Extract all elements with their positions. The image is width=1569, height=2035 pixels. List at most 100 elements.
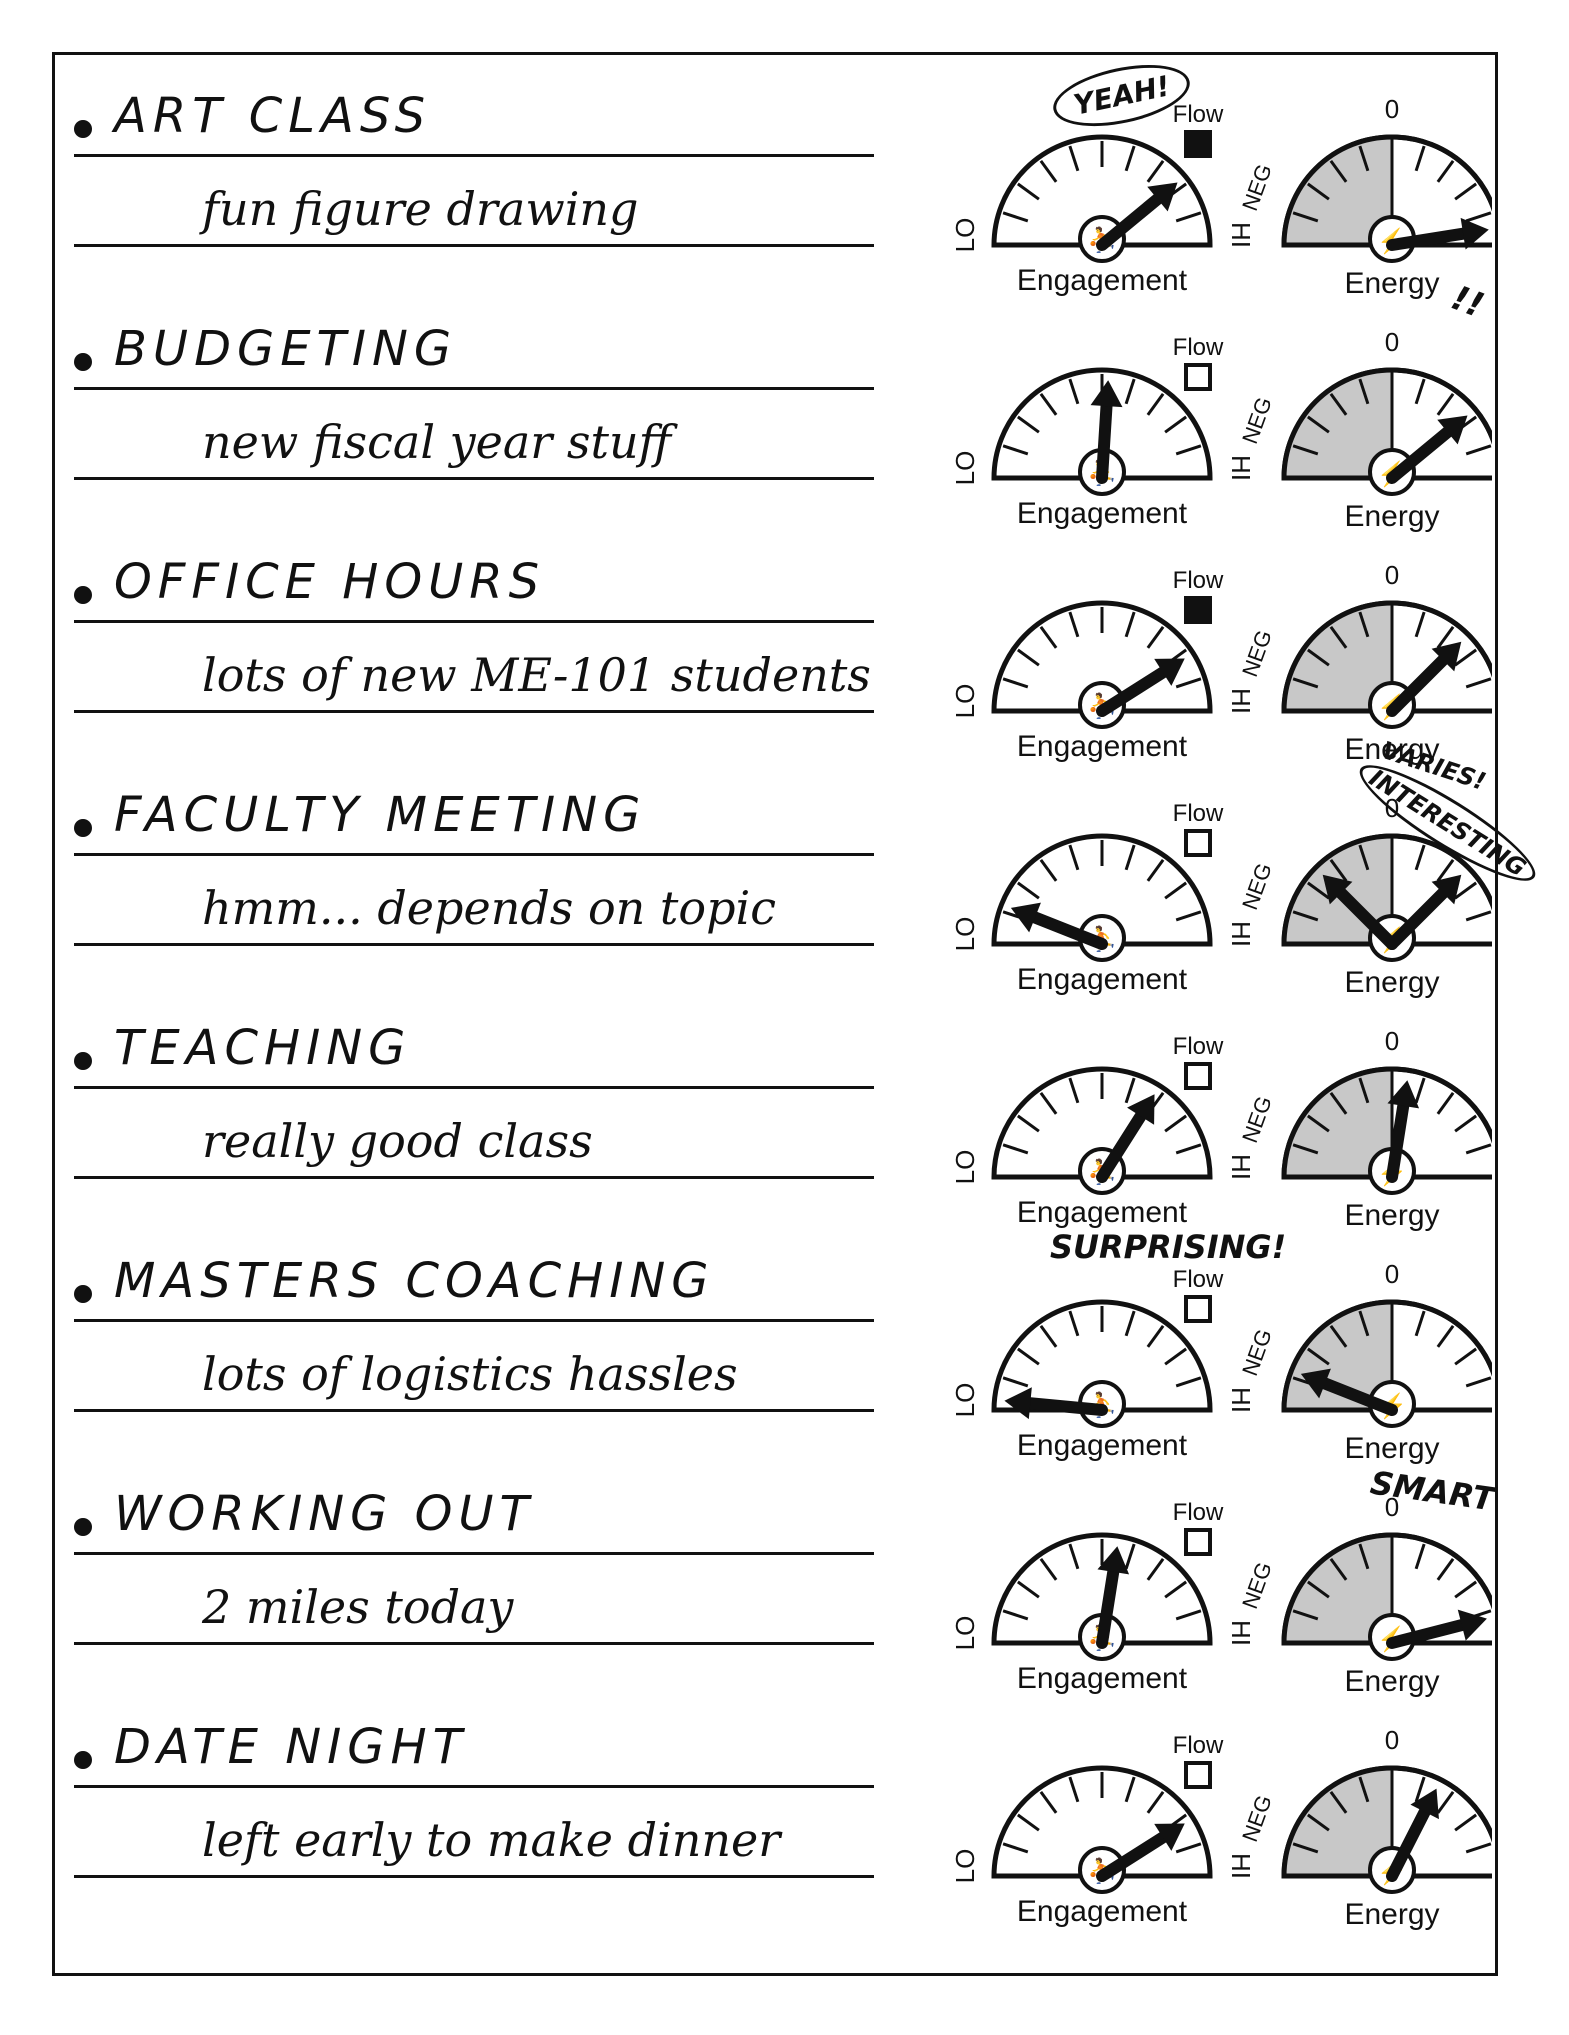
engagement-needle	[1096, 658, 1185, 717]
bullet-dot	[74, 586, 92, 604]
energy-label: Energy	[1344, 1199, 1439, 1232]
hi-label: HI	[1226, 1853, 1256, 1879]
energy-label: Energy	[1344, 267, 1439, 300]
lo-label: LO	[950, 451, 980, 486]
engagement-dial	[991, 134, 1213, 248]
note-rule	[74, 943, 874, 946]
lo-label: LO	[950, 917, 980, 952]
hi-label: HI	[1226, 455, 1256, 481]
title-rule	[74, 154, 874, 157]
flow-label: Flow	[1173, 1266, 1224, 1293]
hi-label: HI	[1226, 688, 1256, 714]
flow-checkbox	[1184, 130, 1212, 158]
note-rule	[74, 1176, 874, 1179]
neg-label: NEG	[1237, 161, 1277, 214]
engagement-needle	[1004, 1387, 1108, 1420]
flow-checkbox	[1184, 596, 1212, 624]
energy-label: Energy	[1344, 966, 1439, 999]
engagement-label: Engagement	[1017, 264, 1188, 297]
flow-checkbox	[1184, 1062, 1212, 1090]
bullet-dot	[74, 1285, 92, 1303]
engagement-needle	[1096, 1546, 1130, 1649]
neg-label: NEG	[1237, 1792, 1277, 1845]
energy-label: Energy	[1344, 500, 1439, 533]
note-rule	[74, 477, 874, 480]
bullet-dot	[74, 819, 92, 837]
note-rule	[74, 710, 874, 713]
lo-label: LO	[950, 684, 980, 719]
entry-note: lots of logistics hassles	[202, 1347, 738, 1401]
neg-label: NEG	[1237, 860, 1277, 913]
title-rule	[74, 1319, 874, 1322]
engagement-dial	[991, 1532, 1213, 1646]
note-rule	[74, 1409, 874, 1412]
hi-label: HI	[1226, 1387, 1256, 1413]
bullet-dot	[74, 120, 92, 138]
entry-note: new fiscal year stuff	[202, 415, 672, 469]
flow-checkbox	[1184, 363, 1212, 391]
entry-note: really good class	[202, 1114, 593, 1168]
zero-label: 0	[1385, 94, 1399, 124]
engagement-label: Engagement	[1017, 963, 1188, 996]
title-rule	[74, 620, 874, 623]
lo-label: LO	[950, 1849, 980, 1884]
energy-needle	[1386, 1080, 1420, 1183]
entry-row: MASTERS COACHING lots of logistics hassle…	[52, 1253, 1498, 1488]
flow-label: Flow	[1173, 800, 1224, 827]
entry-title: FACULTY MEETING	[114, 787, 647, 843]
entry-title: OFFICE HOURS	[114, 554, 546, 610]
energy-needle	[1386, 415, 1468, 484]
neg-label: NEG	[1237, 627, 1277, 680]
zero-label: 0	[1385, 1725, 1399, 1755]
energy-label: Energy	[1344, 1898, 1439, 1931]
energy-needle	[1322, 874, 1398, 950]
engagement-label: Engagement	[1017, 1429, 1188, 1462]
energy-label: Energy	[1344, 1665, 1439, 1698]
engagement-label: Engagement	[1017, 497, 1188, 530]
page-frame	[52, 52, 1498, 1976]
title-rule	[74, 1552, 874, 1555]
note-rule	[74, 1642, 874, 1645]
neg-label: NEG	[1237, 1093, 1277, 1146]
engagement-dial	[991, 1066, 1213, 1180]
zero-label: 0	[1385, 1492, 1399, 1522]
engagement-needle	[1096, 1094, 1155, 1183]
note-rule	[74, 1875, 874, 1878]
entry-note: 2 miles today	[202, 1580, 514, 1634]
bullet-dot	[74, 353, 92, 371]
zero-label: 0	[1385, 560, 1399, 590]
flow-label: Flow	[1173, 334, 1224, 361]
energy-needle	[1386, 1609, 1487, 1649]
zero-label: 0	[1385, 1026, 1399, 1056]
engagement-dial	[991, 600, 1213, 714]
energy-needle-alt	[1386, 874, 1462, 950]
entry-title: WORKING OUT	[114, 1486, 535, 1542]
flow-checkbox	[1184, 1295, 1212, 1323]
hi-label: HI	[1226, 1620, 1256, 1646]
engagement-dial	[991, 1765, 1213, 1879]
zero-label: 0	[1385, 793, 1399, 823]
entry-title: ART CLASS	[114, 88, 432, 144]
engagement-dial	[991, 1299, 1213, 1413]
energy-needle	[1300, 1368, 1398, 1416]
engagement-needle	[1096, 1823, 1185, 1882]
flow-label: Flow	[1173, 1499, 1224, 1526]
zero-label: 0	[1385, 1259, 1399, 1289]
flow-label: Flow	[1173, 101, 1224, 128]
hi-label: HI	[1226, 921, 1256, 947]
energy-label: Energy	[1344, 733, 1439, 766]
energy-needle	[1386, 217, 1489, 251]
title-rule	[74, 1785, 874, 1788]
entry-note: left early to make dinner	[202, 1813, 781, 1867]
title-rule	[74, 387, 874, 390]
title-rule	[74, 853, 874, 856]
